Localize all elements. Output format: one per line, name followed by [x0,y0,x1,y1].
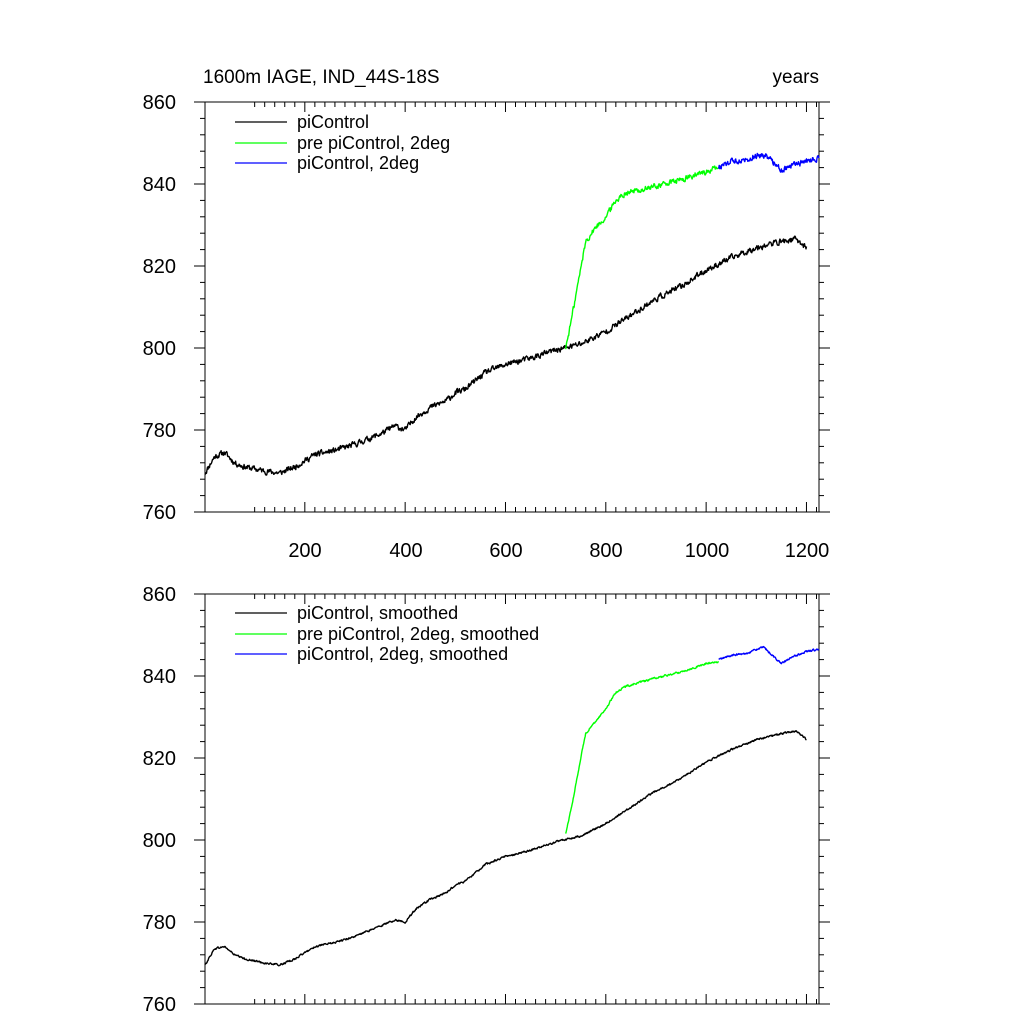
y-tick-label: 860 [143,584,176,606]
chart-panel-top: 1600m IAGE, IND_44S-18S years 760 780 80… [143,67,830,562]
chart-panel-bottom: 760 780 800 820 840 860 piControl, smoot… [143,584,830,1016]
y-tick-label: 800 [143,338,176,360]
x-axis-labels: 200 400 600 800 1000 1200 [288,540,829,562]
y-tick-label: 840 [143,666,176,688]
legend-label-picontrol-2deg-smoothed: piControl, 2deg, smoothed [297,644,508,664]
series-line-picontrol-smoothed [204,730,807,967]
y-axis-labels: 760 780 800 820 840 860 [143,584,176,1016]
axis-ticks [194,101,830,513]
chart-title: 1600m IAGE, IND_44S-18S [203,67,440,88]
x-tick-label: 400 [389,540,422,562]
y-tick-label: 760 [143,994,176,1016]
series-line-pre-picontrol-2deg [565,165,720,350]
y-tick-label: 760 [143,502,176,524]
x-tick-label: 1200 [785,540,830,562]
y-tick-label: 840 [143,174,176,196]
legend-label-picontrol-smoothed: piControl, smoothed [297,603,458,623]
y-tick-label: 860 [143,92,176,114]
plot-frame [204,593,820,1005]
x-tick-label: 200 [288,540,321,562]
legend-label-pre-picontrol-2deg: pre piControl, 2deg [297,133,450,153]
series-line-picontrol-2deg [718,152,820,173]
legend: piControl pre piControl, 2deg piControl,… [235,112,450,173]
series-line-pre-picontrol-2deg-smoothed [565,661,719,834]
axis-ticks [194,593,830,1005]
y-tick-label: 800 [143,830,176,852]
y-tick-label: 820 [143,256,176,278]
y-axis-labels: 760 780 800 820 840 860 [143,92,176,524]
plot-frame [204,101,820,513]
series-line-picontrol-2deg-smoothed [718,645,820,665]
legend-label-pre-picontrol-2deg-smoothed: pre piControl, 2deg, smoothed [297,624,539,644]
legend: piControl, smoothed pre piControl, 2deg,… [235,603,539,664]
x-tick-label: 800 [589,540,622,562]
series-line-picontrol [204,235,808,476]
x-tick-label: 1000 [685,540,730,562]
y-tick-label: 780 [143,420,176,442]
y-tick-label: 780 [143,912,176,934]
legend-label-picontrol: piControl [297,112,369,132]
chart-right-title: years [773,67,819,88]
series-layer [204,645,820,967]
x-tick-label: 600 [489,540,522,562]
series-layer [204,152,820,476]
y-tick-label: 820 [143,748,176,770]
legend-label-picontrol-2deg: piControl, 2deg [297,153,419,173]
